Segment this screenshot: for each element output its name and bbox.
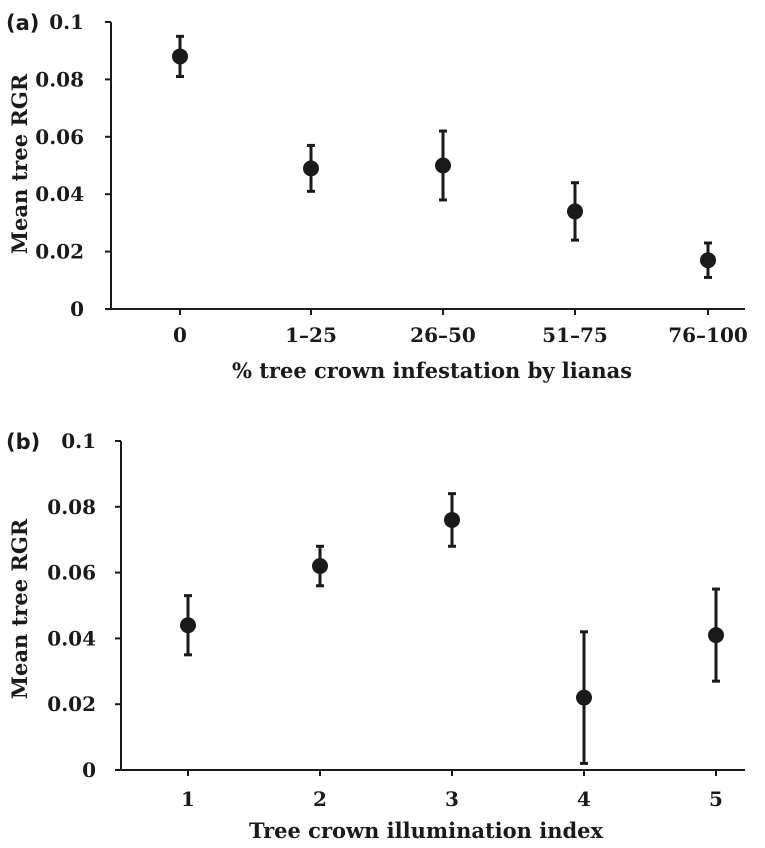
data-point-group <box>435 129 451 202</box>
y-tick-label: 0.08 <box>47 495 96 519</box>
x-tick-label: 4 <box>577 787 591 811</box>
data-point <box>312 558 328 575</box>
data-points-b <box>180 492 724 765</box>
data-point-group <box>576 630 592 765</box>
x-tick-label: 1 <box>181 787 195 811</box>
panel-label-b: (b) <box>6 430 40 454</box>
panel-label-a: (a) <box>6 11 39 35</box>
panel-a: (a) Mean tree RGR 0 0.02 0.04 0.06 0.08 0.1 0… <box>6 10 748 383</box>
y-ticks-a: 0 0.02 0.04 0.06 0.08 0.1 <box>35 10 111 321</box>
y-tick-label: 0.08 <box>35 67 84 91</box>
x-tick-label: 51–75 <box>542 323 608 347</box>
x-tick-label: 76–100 <box>668 323 748 347</box>
x-tick-label: 3 <box>445 787 459 811</box>
x-tick-label: 26–50 <box>410 323 476 347</box>
data-point <box>180 617 196 634</box>
x-axis-title-b: Tree crown illumination index <box>249 818 604 843</box>
y-tick-label: 0 <box>70 297 84 321</box>
data-point <box>567 203 583 220</box>
data-point-group <box>172 34 188 79</box>
y-tick-label: 0 <box>82 758 96 782</box>
data-point <box>435 157 451 174</box>
x-ticks-a: 0 1–25 26–50 51–75 76–100 <box>173 309 748 347</box>
data-point <box>303 160 319 177</box>
data-point <box>576 689 592 706</box>
y-tick-label: 0.02 <box>47 692 96 716</box>
y-tick-label: 0.06 <box>47 561 96 585</box>
y-axis-title-b: Mean tree RGR <box>7 518 32 699</box>
data-point-group <box>303 143 319 193</box>
x-tick-label: 0 <box>173 323 187 347</box>
data-point <box>700 252 716 269</box>
y-axis-title-a: Mean tree RGR <box>7 73 32 254</box>
x-ticks-b: 1 2 3 4 5 <box>181 770 723 811</box>
data-point-group <box>312 544 328 588</box>
y-tick-label: 0.04 <box>47 626 96 650</box>
data-point <box>444 511 460 528</box>
data-point-group <box>700 241 716 279</box>
y-ticks-b: 0 0.02 0.04 0.06 0.08 0.1 <box>47 429 121 782</box>
x-axis-title-a: % tree crown infestation by lianas <box>232 358 632 383</box>
y-tick-label: 0.04 <box>35 182 84 206</box>
data-point <box>708 627 724 644</box>
panel-b: (b) Mean tree RGR 0 0.02 0.04 0.06 0.08 0.1 1… <box>6 429 745 843</box>
data-point-group <box>180 594 196 657</box>
x-tick-label: 1–25 <box>285 323 337 347</box>
data-points-a <box>172 34 716 279</box>
y-tick-label: 0.1 <box>61 429 96 453</box>
data-point <box>172 48 188 65</box>
x-tick-label: 5 <box>709 787 723 811</box>
data-point-group <box>567 181 583 242</box>
data-point-group <box>708 587 724 683</box>
data-point-group <box>444 492 460 548</box>
x-tick-label: 2 <box>313 787 327 811</box>
y-tick-label: 0.1 <box>49 10 84 34</box>
y-tick-label: 0.06 <box>35 125 84 149</box>
y-tick-label: 0.02 <box>35 240 84 264</box>
